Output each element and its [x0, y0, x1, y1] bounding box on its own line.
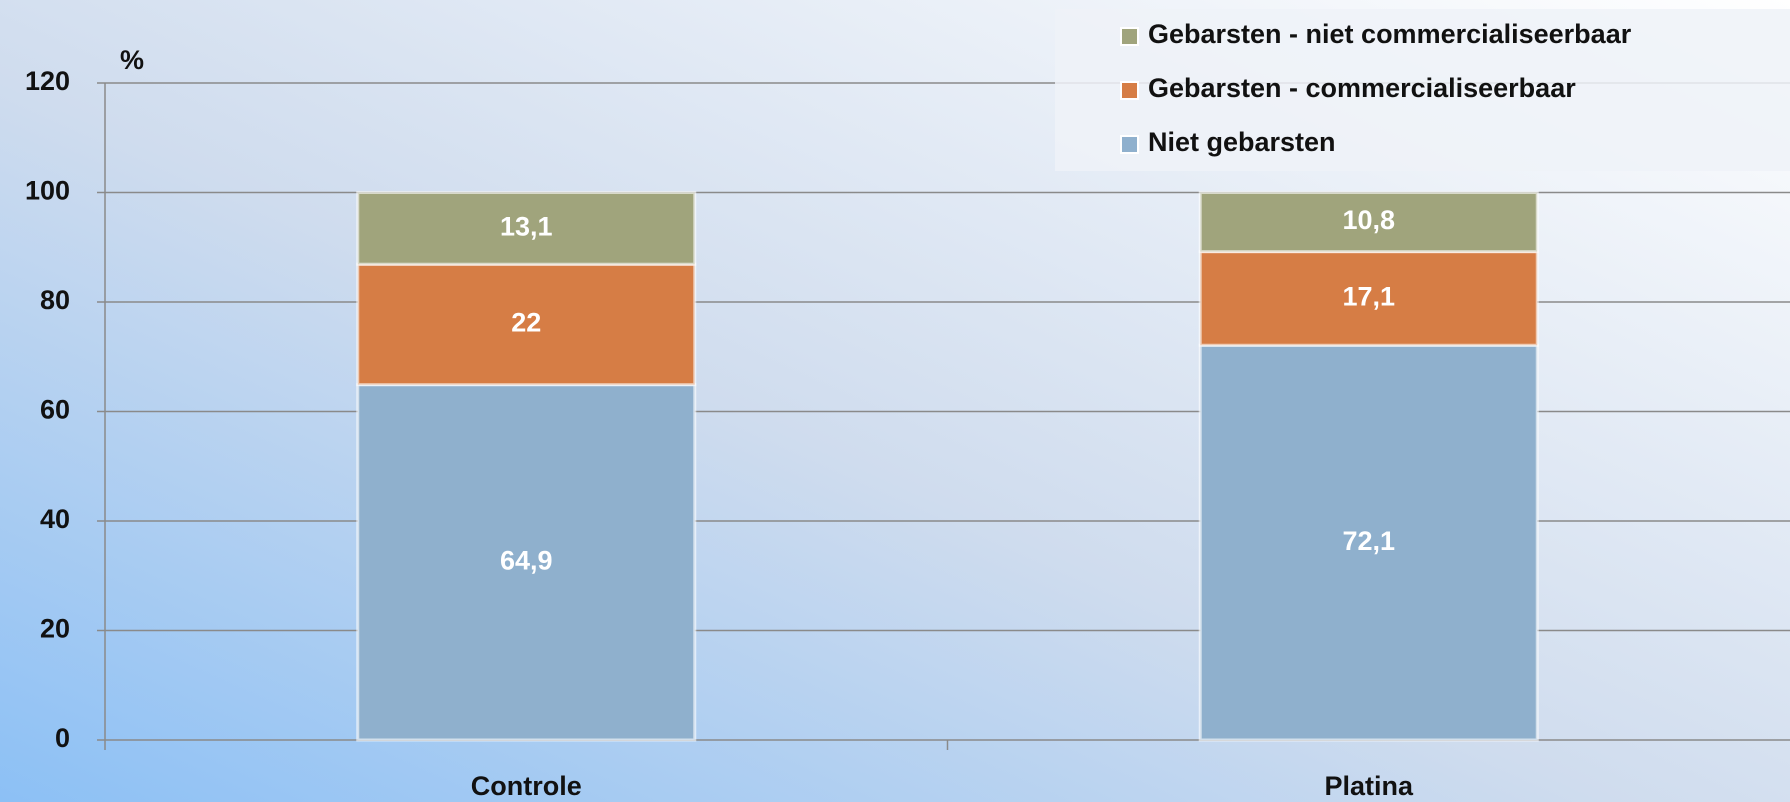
legend-swatch	[1120, 27, 1139, 46]
y-unit-label: %	[120, 45, 144, 75]
value-label: 22	[511, 308, 541, 338]
y-tick-label: 120	[25, 66, 70, 96]
value-label: 64,9	[500, 545, 553, 575]
value-label: 72,1	[1342, 526, 1395, 556]
bar-segment	[356, 191, 697, 266]
legend-swatch	[1120, 81, 1139, 100]
y-tick-label: 20	[40, 614, 70, 644]
legend-label: Gebarsten - niet commercialiseerbaar	[1148, 19, 1632, 49]
bar-segment	[1198, 191, 1539, 254]
y-tick-label: 80	[40, 285, 70, 315]
bar-segment	[356, 383, 697, 742]
legend-swatch	[1120, 135, 1139, 154]
legend-box	[1055, 9, 1790, 171]
legend-label: Gebarsten - commercialiseerbaar	[1148, 73, 1576, 103]
legend-label: Niet gebarsten	[1148, 127, 1336, 157]
y-tick-label: 60	[40, 395, 70, 425]
bar-segment	[1198, 250, 1539, 347]
x-tick-label: Controle	[471, 771, 582, 801]
value-label: 17,1	[1342, 282, 1395, 312]
y-tick-label: 100	[25, 176, 70, 206]
value-label: 13,1	[500, 211, 553, 241]
x-tick-label: Platina	[1324, 771, 1414, 801]
value-label: 10,8	[1342, 205, 1395, 235]
y-tick-label: 40	[40, 504, 70, 534]
y-tick-label: 0	[55, 723, 70, 753]
